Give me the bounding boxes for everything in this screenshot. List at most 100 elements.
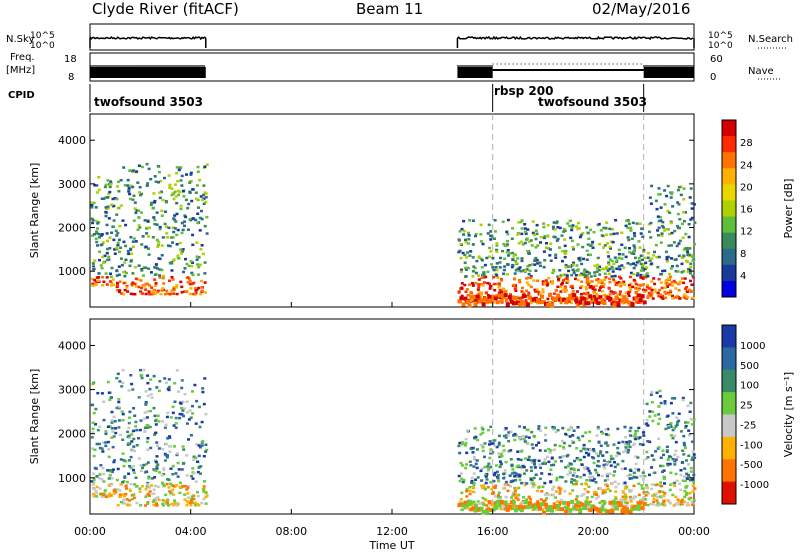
panel-0-cell [597,281,600,284]
panel-0-cell [627,284,631,287]
panel-1-cell [506,504,509,507]
panel-1-cell [161,499,165,502]
panel-0-cell [163,176,166,180]
panel-1-cell [102,418,106,422]
panel-0-cell [479,257,483,260]
panel-0-cell [498,261,502,264]
panel-0-cell [197,273,200,276]
panel-1-cell [204,491,208,495]
panel-1-cell [613,470,617,473]
panel-1-cell [167,388,171,392]
panel-0-cell [168,293,172,296]
freq-block-2 [457,67,493,78]
panel-0-cell [534,229,538,232]
panel-0-cell [577,221,580,225]
panel-1-cell [509,508,513,511]
panel-1-cell [111,445,115,449]
panel-0-cell [612,292,616,295]
panel-1-cell [535,508,539,512]
panel-1-cell [570,439,574,443]
panel-0-cell [506,273,509,276]
cpid-segment-2: rbsp 200 [494,84,554,98]
panel-1-cell [507,439,511,443]
panel-1-cell [693,456,697,459]
panel-1-cell [138,428,142,432]
panel-0-cell [140,269,144,272]
panel-0-cell [628,247,631,250]
panel-1-cell [572,467,576,470]
panel-0-cell [160,209,164,213]
panel-0-cell [518,269,522,273]
panel-0-cell [646,283,649,287]
panel-0-ground-cell [570,296,575,301]
panel-1-cell [481,496,485,500]
panel-1-cell [110,419,114,422]
panel-0-cell [143,266,147,269]
panel-0-cell [565,281,569,284]
panel-1-cell [599,487,602,490]
panel-1-cell [469,447,473,451]
panel-0-ground-cell [479,298,484,303]
panel-1-cell [604,442,607,445]
panel-0-cell [482,274,486,277]
panel-0-cell [544,246,548,249]
panel-0-ground-cell [636,293,641,298]
panel-1-colorbar-frame [721,324,737,505]
panel-0-cell [657,278,661,281]
panel-0-cell [686,250,690,254]
panel-0-ground-cell [471,294,476,299]
panel-1-cell [185,454,189,457]
panel-0-cell [575,296,578,299]
panel-1-cell [124,492,128,496]
panel-1-cell [681,479,685,482]
panel-0-cell [548,254,552,257]
panel-0-cell [488,255,491,258]
panel-1-ground-cell [497,503,502,508]
panel-1-cell [587,452,591,455]
panel-0-ground-cell [634,296,639,300]
panel-0-cell [132,245,135,249]
panel-0-cell [608,227,612,231]
panel-1-cell [597,465,601,468]
panel-0-cell [577,257,581,260]
panel-1-cell [686,421,690,424]
panel-0-cell [585,270,589,274]
panel-1-cell [465,506,469,510]
panel-1-cell [529,459,533,462]
panel-1-cell [557,486,561,489]
panel-1-cell [475,448,479,451]
panel-0-cell [564,266,568,269]
panel-0-cell [154,292,157,295]
panel-0-cell [160,289,164,292]
panel-1-cell [626,507,629,510]
panel-0-cell [534,246,538,249]
panel-0-cell [664,227,668,231]
panel-0-cell [596,294,599,298]
panel-1-cell [115,478,119,482]
panel-0-cell [200,279,203,283]
panel-1-cell [154,431,158,435]
panel-0-cell [181,248,185,251]
panel-0-cell [495,248,499,252]
panel-0-cell [108,236,112,239]
panel-0-cell [585,226,589,229]
panel-1-cell [649,393,653,396]
panel-1-cell [655,391,659,394]
panel-1-cell [108,474,112,477]
panel-0-ground-cell [610,301,615,306]
panel-0-cell [659,206,663,209]
panel-1-cell [126,443,130,446]
panel-0-cell [542,250,546,253]
panel-1-cell [155,444,159,447]
panel-0-ground-cell [576,303,581,308]
panel-1-cell [489,465,493,469]
panel-1-cell [682,441,686,445]
panel-0-cell [523,227,527,230]
panel-1-cell [197,444,201,447]
panel-1-cell [205,494,209,497]
panel-1-cell [499,452,503,456]
panel-1-cell [518,478,522,482]
panel-1-cell [521,435,525,438]
panel-1-cell [155,386,159,389]
panel-1-cell [459,472,463,475]
